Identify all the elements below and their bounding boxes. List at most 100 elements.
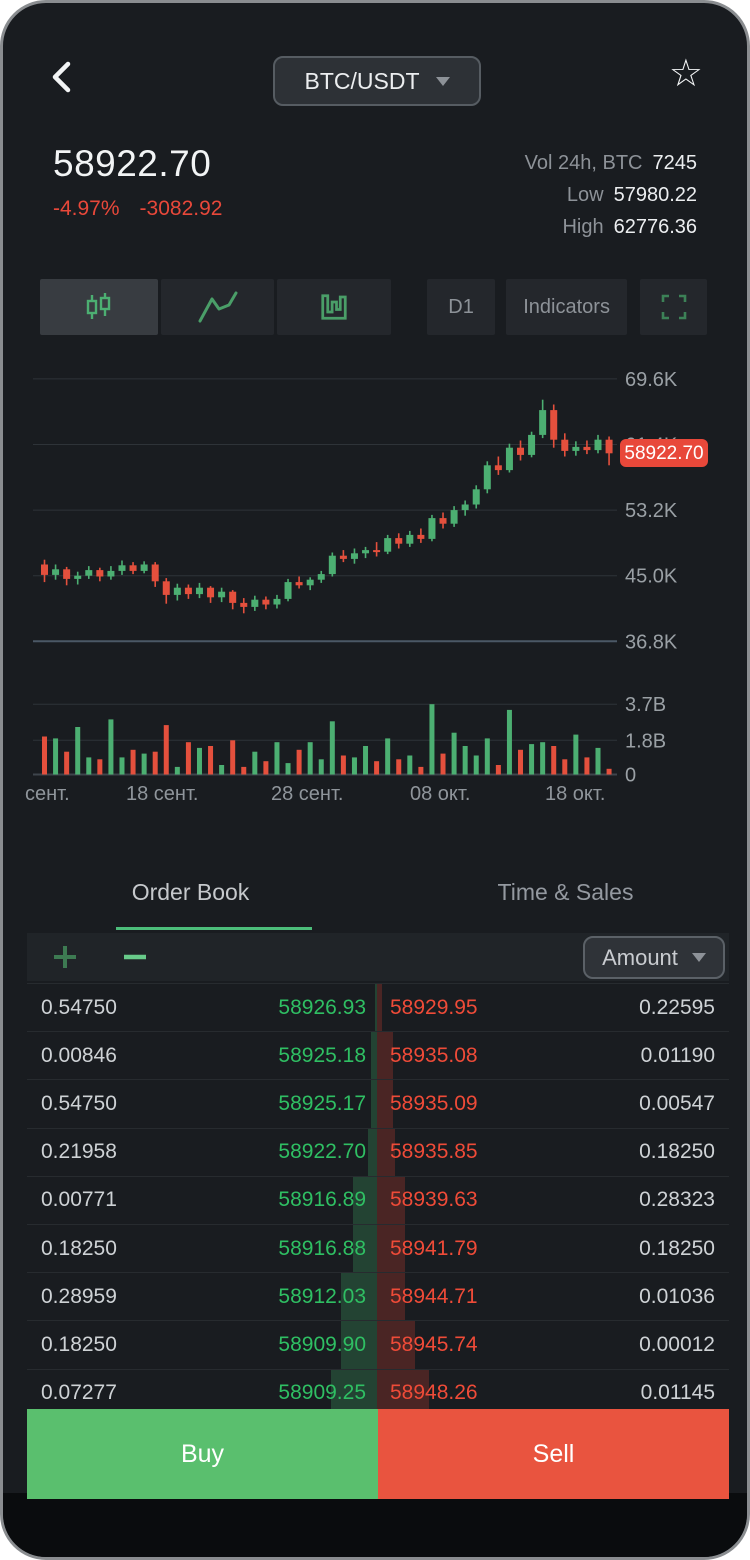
volume-bar — [185, 742, 191, 775]
orderbook-row[interactable]: 0.54750 58925.17 58935.09 0.00547 — [27, 1080, 729, 1129]
y-axis-tick: 69.6K — [625, 369, 678, 391]
bid-price[interactable]: 58922.70 — [278, 1140, 366, 1164]
candle-body — [395, 538, 403, 544]
candle-body — [550, 410, 558, 440]
bottom-safe-area — [3, 1493, 747, 1557]
orderbook-row[interactable]: 0.00846 58925.18 58935.08 0.01190 — [27, 1032, 729, 1081]
volume-bar — [296, 749, 302, 775]
candle-body — [362, 550, 370, 554]
histogram-icon — [321, 294, 347, 320]
bid-depth-bar — [331, 1369, 377, 1417]
bid-depth-bar — [368, 1128, 377, 1176]
bid-price[interactable]: 58909.90 — [278, 1332, 366, 1356]
price-chart[interactable]: 69.6K61.4K53.2K45.0K36.8K3.7B1.8B0сент.1… — [3, 343, 750, 818]
orderbook-row[interactable]: 0.28959 58912.03 58944.71 0.01036 — [27, 1273, 729, 1322]
indicators-button[interactable]: Indicators — [505, 279, 628, 335]
bid-amount: 0.21958 — [41, 1140, 117, 1164]
orderbook-row[interactable]: 0.21958 58922.70 58935.85 0.18250 — [27, 1128, 729, 1177]
ask-price[interactable]: 58939.63 — [390, 1188, 478, 1212]
volume-bar — [584, 757, 590, 775]
decrease-precision-button[interactable] — [105, 933, 165, 981]
chart-type-line-button[interactable] — [161, 279, 274, 335]
volume-bar — [573, 734, 579, 775]
candle-body — [406, 534, 414, 544]
ask-price[interactable]: 58945.74 — [390, 1332, 478, 1356]
ask-price[interactable]: 58935.09 — [390, 1091, 478, 1115]
candle-body — [317, 574, 325, 580]
orderbook-row[interactable]: 0.07277 58909.25 58948.26 0.01145 — [27, 1369, 729, 1417]
fullscreen-button[interactable] — [640, 279, 707, 335]
candle-body — [195, 587, 203, 595]
candle-body — [594, 439, 602, 451]
ask-price[interactable]: 58944.71 — [390, 1284, 478, 1308]
candle-body — [583, 446, 591, 451]
candle-body — [572, 446, 580, 451]
candle-body — [162, 581, 170, 595]
ask-amount: 0.18250 — [639, 1236, 715, 1260]
orderbook-tabs: Order Book Time & Sales — [3, 865, 747, 920]
candle-body — [517, 447, 525, 455]
buy-button[interactable]: Buy — [27, 1409, 378, 1499]
volume-bar — [329, 721, 335, 775]
increase-precision-button[interactable] — [35, 933, 95, 981]
bid-price[interactable]: 58909.25 — [278, 1381, 366, 1405]
bid-price[interactable]: 58925.18 — [278, 1043, 366, 1067]
favorite-star-icon[interactable]: ☆ — [668, 53, 703, 95]
ask-depth-bar — [377, 1032, 393, 1080]
back-button[interactable] — [43, 57, 83, 97]
chart-type-candles-button[interactable] — [40, 279, 159, 335]
candle-body — [494, 465, 502, 471]
volume-bar — [174, 766, 180, 775]
chevron-down-icon — [691, 953, 706, 962]
volume-bar — [97, 759, 103, 775]
ask-depth-bar — [377, 1369, 429, 1417]
orderbook-row[interactable]: 0.18250 58916.88 58941.79 0.18250 — [27, 1224, 729, 1274]
chart-type-bars-button[interactable] — [276, 279, 392, 335]
timeframe-button[interactable]: D1 — [427, 279, 495, 335]
bid-price[interactable]: 58912.03 — [278, 1284, 366, 1308]
bid-amount: 0.18250 — [41, 1332, 117, 1356]
orderbook-row[interactable]: 0.54750 58926.93 58929.95 0.22595 — [27, 984, 729, 1033]
volume-bar — [385, 738, 391, 775]
ask-price[interactable]: 58935.85 — [390, 1140, 478, 1164]
sell-button[interactable]: Sell — [378, 1409, 729, 1499]
ask-amount: 0.18250 — [639, 1140, 715, 1164]
bid-depth-bar — [371, 1032, 377, 1080]
volume-bar — [141, 753, 147, 775]
volume-bar — [473, 755, 479, 775]
candle-body — [528, 434, 536, 455]
orderbook-row[interactable]: 0.18250 58909.90 58945.74 0.00012 — [27, 1321, 729, 1370]
candle-body — [328, 555, 336, 575]
volume-bar — [75, 727, 81, 775]
candle-body — [63, 569, 71, 579]
volume-bar — [263, 761, 269, 775]
ask-price[interactable]: 58941.79 — [390, 1236, 478, 1260]
bid-depth-bar — [371, 1080, 377, 1128]
orderbook-row[interactable]: 0.00771 58916.89 58939.63 0.28323 — [27, 1176, 729, 1225]
ask-price[interactable]: 58929.95 — [390, 995, 478, 1019]
bid-price[interactable]: 58916.88 — [278, 1236, 366, 1260]
volume-bar — [529, 744, 535, 775]
volume-bar — [252, 751, 258, 775]
volume-bar — [551, 746, 557, 775]
bid-price[interactable]: 58926.93 — [278, 995, 366, 1019]
candle-body — [41, 564, 48, 575]
ask-price[interactable]: 58935.08 — [390, 1043, 478, 1067]
volume-bar — [396, 759, 402, 775]
last-price: 58922.70 — [53, 143, 212, 184]
candle-body — [461, 504, 469, 511]
tab-time-and-sales[interactable]: Time & Sales — [497, 879, 634, 905]
volume-bar — [606, 768, 612, 775]
volume-bar — [163, 725, 169, 775]
ask-depth-bar — [377, 1128, 395, 1176]
bid-price[interactable]: 58916.89 — [278, 1188, 366, 1212]
price-change-percent: -4.97% — [53, 197, 120, 220]
bid-price[interactable]: 58925.17 — [278, 1091, 366, 1115]
amount-dropdown[interactable]: Amount — [583, 936, 725, 979]
bid-amount: 0.07277 — [41, 1381, 117, 1405]
pair-selector-dropdown[interactable]: BTC/USDT — [273, 56, 481, 106]
tab-order-book[interactable]: Order Book — [131, 879, 250, 905]
candle-body — [439, 518, 447, 524]
ask-price[interactable]: 58948.26 — [390, 1381, 478, 1405]
